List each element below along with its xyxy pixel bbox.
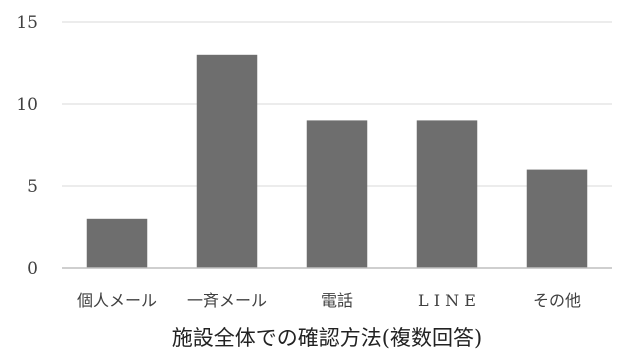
x-category-label: 一斉メール xyxy=(187,291,267,310)
x-category-label: L I N E xyxy=(418,291,476,310)
y-tick-label: 15 xyxy=(16,13,38,33)
y-tick-label: 5 xyxy=(27,177,38,197)
bar xyxy=(86,218,148,268)
x-category-label: 個人メール xyxy=(77,291,157,310)
x-category-label: 電話 xyxy=(321,291,353,310)
y-tick-label: 0 xyxy=(27,259,38,279)
bar xyxy=(416,120,478,269)
x-axis-title: 施設全体での確認方法(複数回答) xyxy=(172,326,482,350)
x-axis-categories: 個人メール 一斉メール 電話 L I N E その他 xyxy=(77,291,581,310)
x-category-label: その他 xyxy=(533,291,581,310)
y-tick-label: 10 xyxy=(16,95,38,115)
bar xyxy=(526,169,588,268)
bars xyxy=(86,54,588,269)
bar xyxy=(196,54,258,268)
bar xyxy=(306,120,368,269)
y-axis-ticks: 0 5 10 15 xyxy=(16,13,38,279)
